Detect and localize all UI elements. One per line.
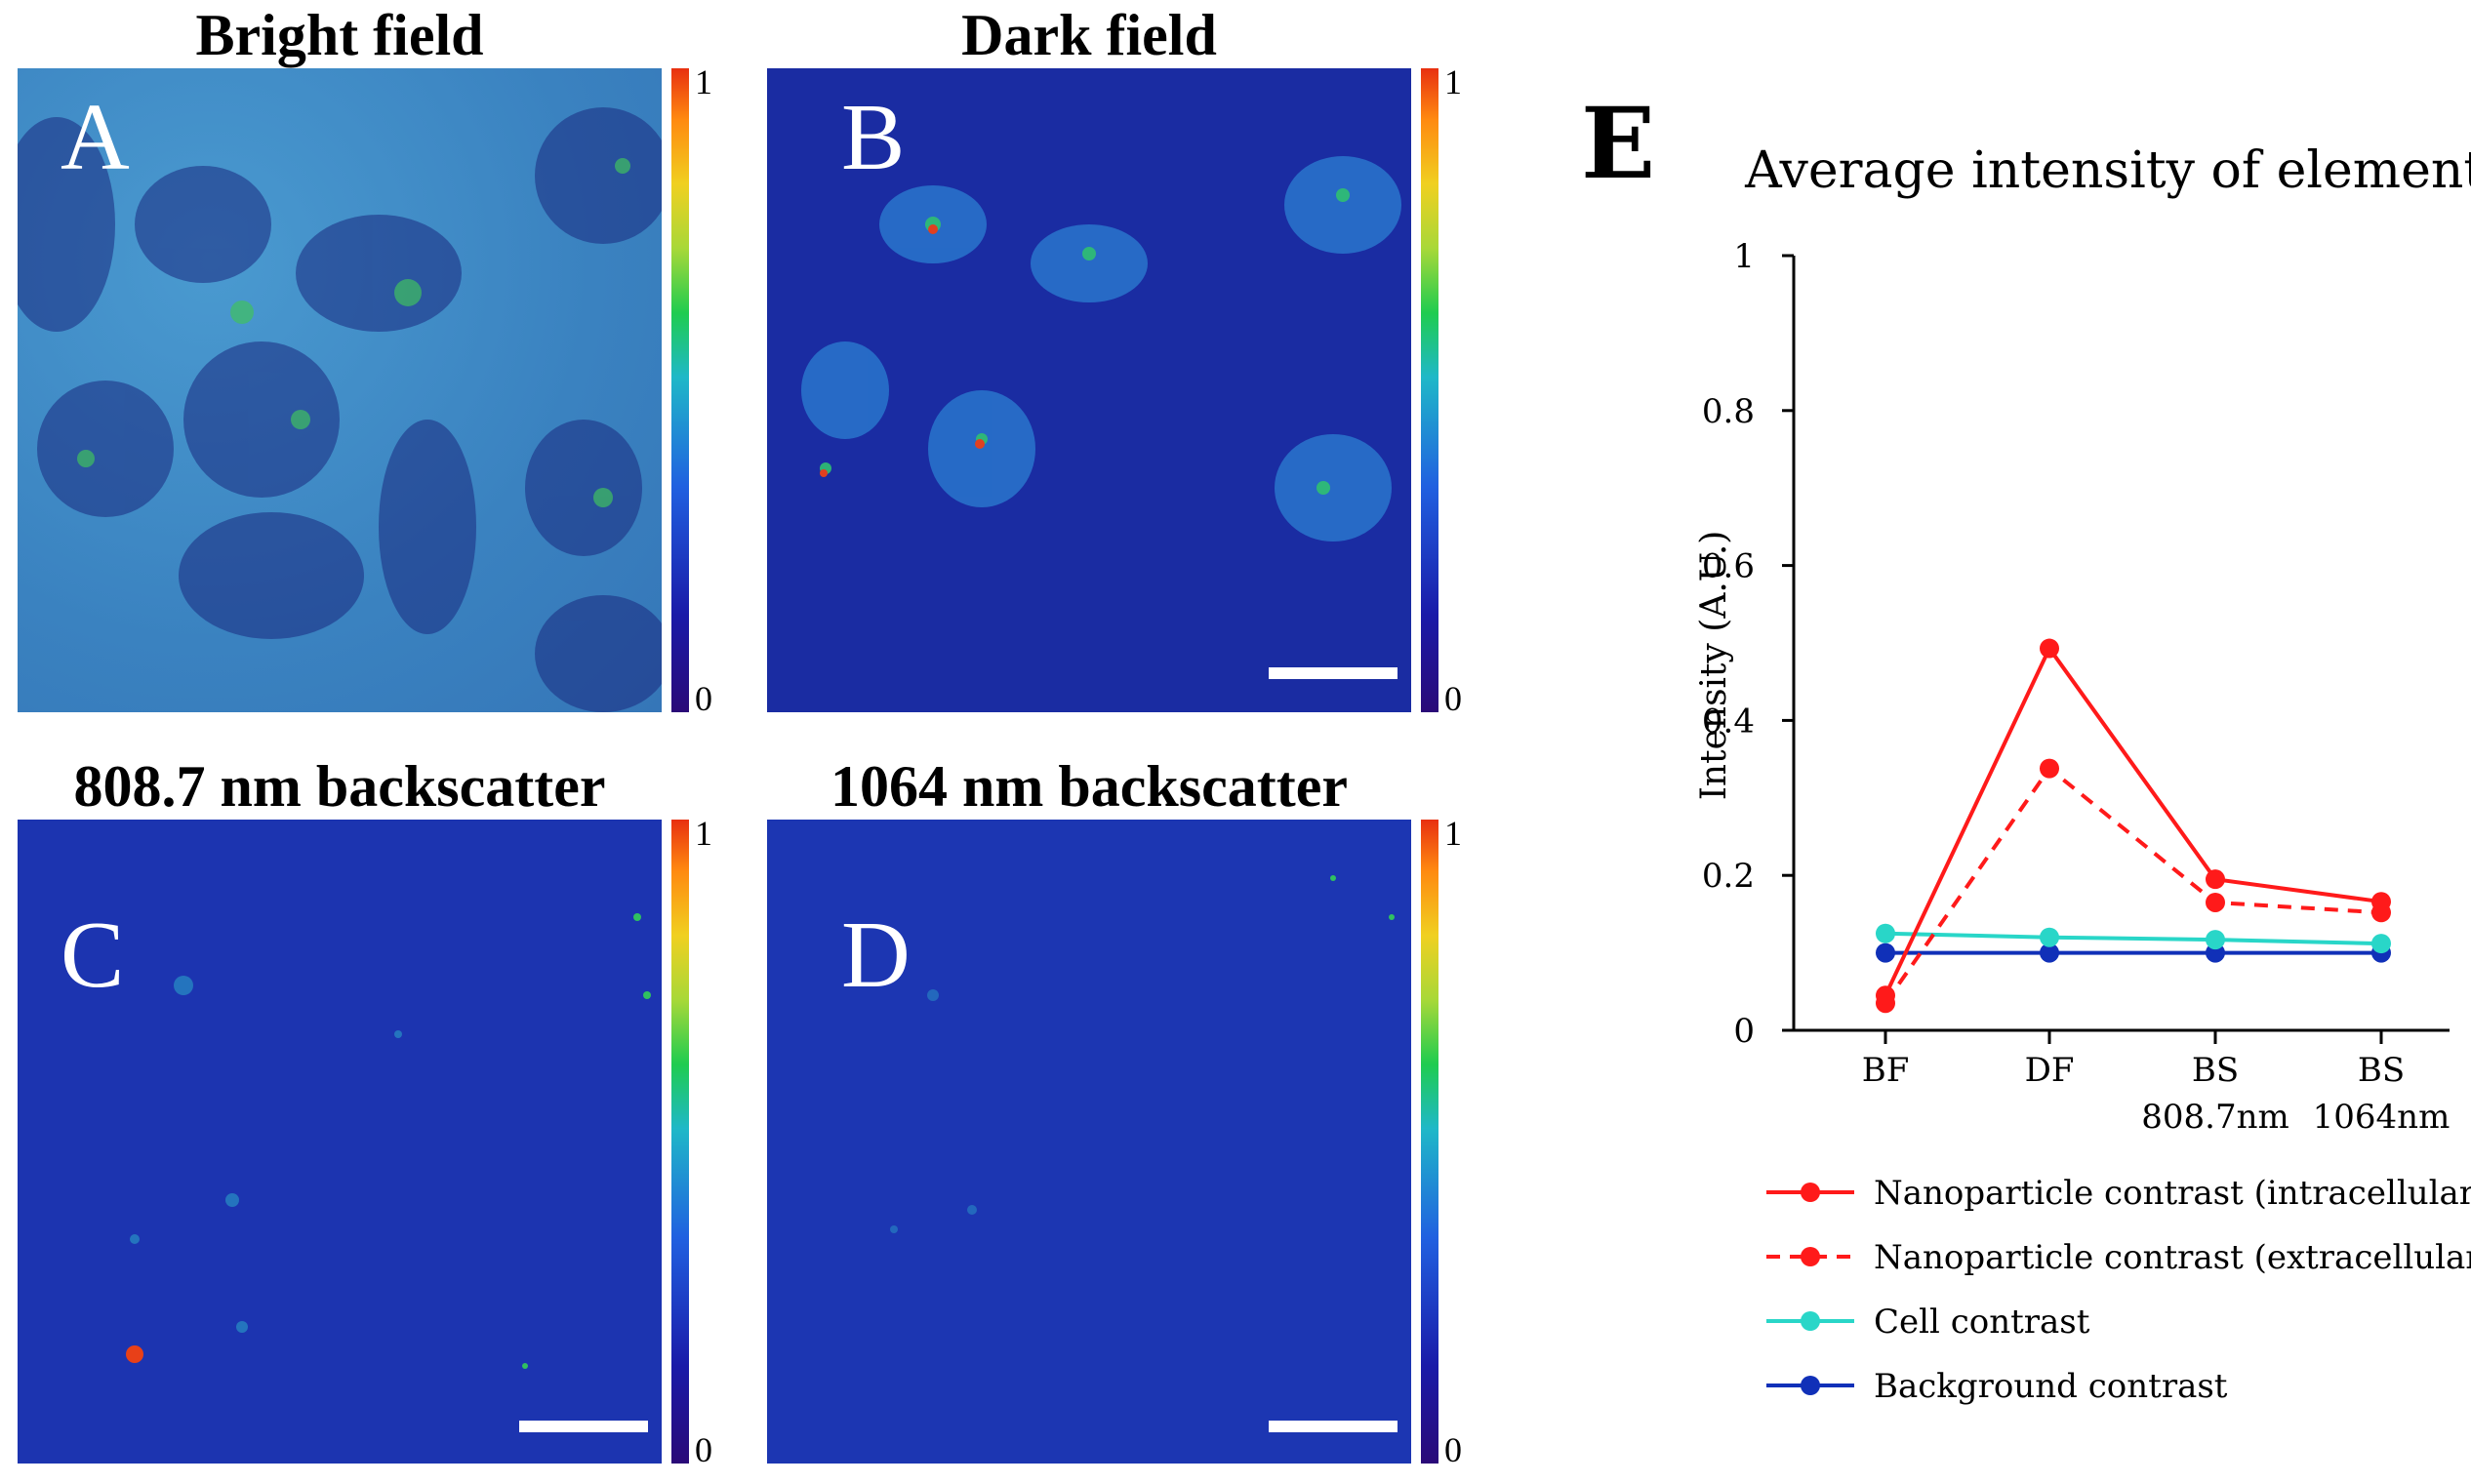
panel-d-colorbar [1421, 820, 1438, 1464]
series-point [2371, 934, 2391, 954]
panel-d-texture [890, 875, 1395, 1233]
panel-c-colorbar-max: 1 [695, 814, 712, 853]
legend-label: Nanoparticle contrast (intracellular) [1874, 1174, 2471, 1213]
legend-label: Cell contrast [1874, 1303, 2090, 1342]
series-point [1876, 923, 1895, 943]
panel-d-letter: D [841, 902, 911, 1008]
panel-c-808nm-image [18, 820, 662, 1464]
panel-a-texture [18, 107, 662, 712]
x-tick-label: BS [2358, 1051, 2405, 1090]
panel-b-colorbar-min: 0 [1444, 679, 1462, 718]
series-point [2040, 638, 2059, 659]
series-point [2371, 892, 2391, 912]
panel-d-colorbar-max: 1 [1444, 814, 1462, 853]
y-tick-label: 0 [1733, 1012, 1755, 1051]
panel-b-letter: B [841, 85, 906, 190]
panel-b-dark-field-image [767, 68, 1411, 712]
panel-b-scale-bar [1269, 667, 1398, 679]
panel-a-title: Bright field [195, 3, 484, 67]
panel-c-letter: C [61, 902, 125, 1008]
x-tick-label: 808.7nm [2141, 1098, 2289, 1137]
series-point [2206, 930, 2225, 950]
panel-a-colorbar [671, 68, 689, 712]
chart-title: Average intensity of elements [1744, 141, 2471, 200]
panel-b-colorbar-max: 1 [1444, 62, 1462, 101]
series-line [1884, 644, 2382, 997]
panel-e-letter: E [1581, 86, 1655, 201]
legend-swatch-marker [1801, 1183, 1820, 1202]
series-point [2206, 869, 2225, 890]
y-tick-label: 0.8 [1702, 392, 1755, 431]
legend-swatch-marker [1801, 1376, 1820, 1395]
series-point [1876, 943, 1895, 963]
series-point [2040, 758, 2059, 779]
y-tick-label: 1 [1733, 237, 1755, 276]
panel-a-letter: A [61, 85, 130, 190]
y-axis-label: Intensity (A.U.) [1694, 531, 1734, 801]
y-tick-label: 0.2 [1702, 857, 1755, 896]
legend-label: Nanoparticle contrast (extracellular) [1874, 1238, 2471, 1277]
legend-swatch-marker [1801, 1247, 1820, 1266]
panel-c-colorbar-min: 0 [695, 1430, 712, 1469]
series-point [2040, 927, 2059, 947]
x-tick-label: BS [2192, 1051, 2239, 1090]
series-point [1876, 985, 1895, 1006]
panel-c-title: 808.7 nm backscatter [73, 754, 606, 819]
panel-a-bright-field-image [18, 68, 662, 712]
panel-b-colorbar [1421, 68, 1438, 712]
panel-a-colorbar-max: 1 [695, 62, 712, 101]
x-tick-label: BF [1862, 1051, 1910, 1090]
panel-c-texture [126, 913, 651, 1369]
panel-b-texture [801, 156, 1401, 541]
series-line [1884, 931, 2382, 946]
panel-c-scale-bar [519, 1421, 648, 1432]
panel-d-scale-bar [1269, 1421, 1398, 1432]
y-tick-label: 0.6 [1702, 547, 1755, 586]
panel-d-title: 1064 nm backscatter [830, 754, 1348, 819]
panel-d-1064nm-image [767, 820, 1411, 1464]
legend-swatch-marker [1801, 1311, 1820, 1331]
legend-label: Background contrast [1874, 1367, 2228, 1406]
panel-e-line-chart: E Average intensity of elements Intensit… [1581, 86, 2471, 1406]
series-point [2206, 892, 2225, 912]
series-point [2040, 943, 2059, 963]
y-tick-label: 0.4 [1702, 702, 1755, 741]
x-tick-label: DF [2025, 1051, 2075, 1090]
panel-c-colorbar [671, 820, 689, 1464]
series-line [1884, 765, 2382, 1005]
panel-d-colorbar-min: 0 [1444, 1430, 1462, 1469]
x-tick-label: 1064nm [2313, 1098, 2451, 1137]
panel-a-colorbar-min: 0 [695, 679, 712, 718]
panel-b-title: Dark field [961, 3, 1217, 67]
